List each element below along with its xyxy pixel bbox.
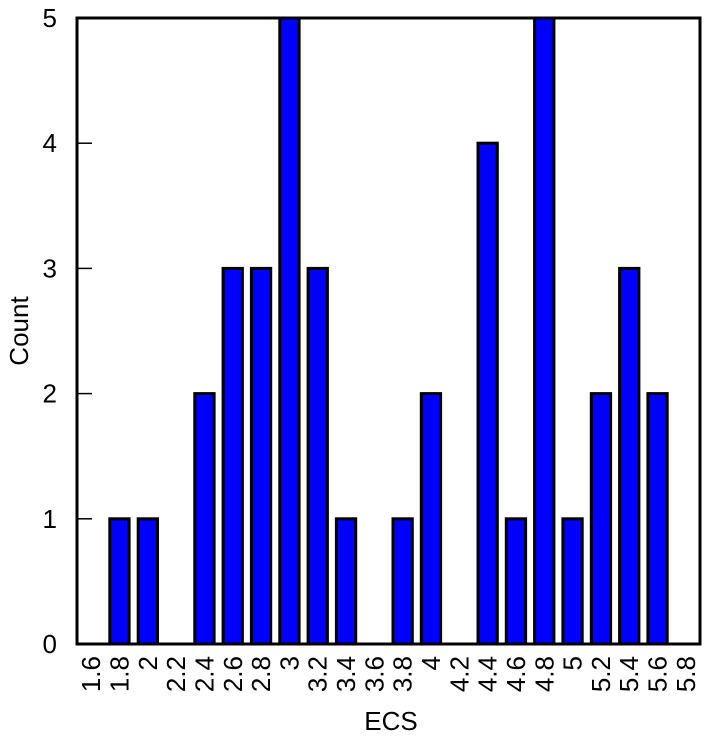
x-axis-title: ECS — [364, 706, 417, 736]
bar-5.2 — [589, 392, 613, 646]
bar-1.8 — [108, 517, 131, 646]
y-tick-label: 5 — [43, 3, 57, 33]
x-tick-label: 4 — [416, 656, 446, 670]
x-tick-label: 3 — [274, 656, 304, 670]
bar-4 — [419, 392, 443, 646]
y-tick-label: 1 — [43, 504, 57, 534]
bar-3.8 — [391, 517, 414, 646]
x-tick-label: 2.6 — [218, 656, 248, 692]
x-tick-label: 5.8 — [671, 656, 701, 692]
bars-group — [108, 16, 669, 646]
x-tick-label: 1.8 — [105, 656, 135, 692]
x-tick-label: 4.8 — [529, 656, 559, 692]
x-tick-label: 3.2 — [303, 656, 333, 692]
x-tick-label: 5 — [558, 656, 588, 670]
y-tick-label: 3 — [43, 253, 57, 283]
plot-frame — [75, 16, 702, 646]
bar-3.2 — [306, 266, 329, 646]
axes-group — [75, 16, 702, 646]
x-tick-label: 2.8 — [246, 656, 276, 692]
x-tick-label: 5.4 — [614, 656, 644, 692]
bar-3.4 — [334, 517, 358, 646]
y-axis-ticks: 0 1 2 3 4 5 — [43, 3, 92, 659]
bar-5.6 — [646, 392, 669, 646]
bar-4.4 — [476, 141, 499, 646]
bar-3 — [278, 16, 301, 646]
x-tick-label: 2.4 — [189, 656, 219, 692]
bar-5 — [561, 517, 584, 646]
x-tick-label: 5.6 — [643, 656, 673, 692]
y-tick-label: 2 — [43, 379, 57, 409]
bar-5.4 — [618, 266, 641, 646]
x-tick-label: 4.2 — [444, 656, 474, 692]
x-tick-label: 3.4 — [331, 656, 361, 692]
x-tick-label: 4.6 — [501, 656, 531, 692]
x-tick-label: 5.2 — [586, 656, 616, 692]
y-axis-title: Count — [4, 296, 34, 366]
x-tick-label: 4.4 — [473, 656, 503, 692]
x-tick-label: 2.2 — [161, 656, 191, 692]
x-tick-label: 3.6 — [359, 656, 389, 692]
x-tick-label: 2 — [133, 656, 163, 670]
bar-4.6 — [504, 517, 528, 646]
y-tick-label: 4 — [43, 128, 57, 158]
bar-4.8 — [533, 16, 556, 646]
x-axis-ticks: 1.61.822.22.42.62.833.23.43.63.844.24.44… — [76, 656, 701, 692]
x-tick-label: 3.8 — [388, 656, 418, 692]
bar-2.8 — [249, 266, 273, 646]
bar-2.6 — [221, 266, 244, 646]
x-tick-label: 1.6 — [76, 656, 106, 692]
bar-2.4 — [193, 392, 216, 646]
y-tick-label: 0 — [43, 629, 57, 659]
bar-2 — [136, 517, 159, 646]
